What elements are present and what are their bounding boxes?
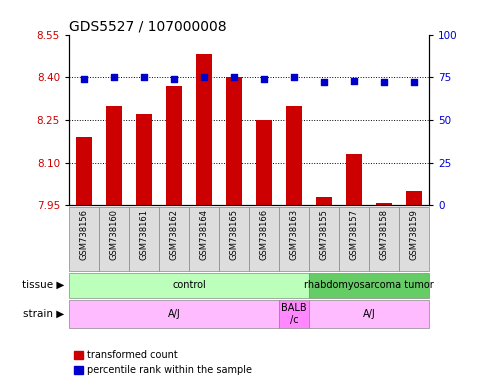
- Text: GSM738161: GSM738161: [140, 209, 148, 260]
- Bar: [406, 191, 422, 205]
- Legend: transformed count, percentile rank within the sample: transformed count, percentile rank withi…: [74, 351, 251, 375]
- Bar: [309, 207, 339, 271]
- Bar: [99, 207, 129, 271]
- Bar: [316, 197, 332, 205]
- Text: A/J: A/J: [168, 309, 180, 319]
- Text: GSM738165: GSM738165: [229, 209, 239, 260]
- Text: GSM738166: GSM738166: [259, 209, 269, 260]
- Bar: [69, 300, 279, 328]
- Text: GSM738163: GSM738163: [289, 209, 298, 260]
- Text: GSM738158: GSM738158: [380, 209, 388, 260]
- Bar: [219, 207, 249, 271]
- Text: GSM738156: GSM738156: [79, 209, 89, 260]
- Text: BALB
/c: BALB /c: [281, 303, 307, 325]
- Bar: [166, 86, 182, 205]
- Bar: [279, 207, 309, 271]
- Point: [410, 79, 418, 86]
- Bar: [369, 207, 399, 271]
- Text: A/J: A/J: [362, 309, 375, 319]
- Text: tissue ▶: tissue ▶: [22, 280, 64, 290]
- Bar: [339, 207, 369, 271]
- Bar: [159, 207, 189, 271]
- Point: [80, 76, 88, 82]
- Bar: [136, 114, 152, 205]
- Bar: [226, 77, 242, 205]
- Bar: [286, 106, 302, 205]
- Text: control: control: [172, 280, 206, 290]
- Bar: [309, 273, 429, 298]
- Point: [170, 76, 178, 82]
- Bar: [256, 120, 272, 205]
- Point: [350, 78, 358, 84]
- Bar: [106, 106, 122, 205]
- Text: GSM738160: GSM738160: [109, 209, 118, 260]
- Text: GSM738164: GSM738164: [200, 209, 209, 260]
- Text: strain ▶: strain ▶: [23, 309, 64, 319]
- Text: GDS5527 / 107000008: GDS5527 / 107000008: [69, 20, 227, 33]
- Point: [320, 79, 328, 86]
- Text: GSM738159: GSM738159: [409, 209, 419, 260]
- Bar: [69, 207, 99, 271]
- Point: [140, 74, 148, 80]
- Text: rhabdomyosarcoma tumor: rhabdomyosarcoma tumor: [304, 280, 434, 290]
- Bar: [279, 300, 309, 328]
- Bar: [196, 55, 212, 205]
- Bar: [76, 137, 92, 205]
- Text: GSM738162: GSM738162: [170, 209, 178, 260]
- Point: [110, 74, 118, 80]
- Bar: [399, 207, 429, 271]
- Point: [200, 74, 208, 80]
- Text: GSM738157: GSM738157: [350, 209, 358, 260]
- Bar: [376, 203, 392, 205]
- Bar: [346, 154, 362, 205]
- Text: GSM738155: GSM738155: [319, 209, 328, 260]
- Point: [230, 74, 238, 80]
- Bar: [309, 300, 429, 328]
- Point: [260, 76, 268, 82]
- Bar: [69, 273, 309, 298]
- Bar: [189, 207, 219, 271]
- Bar: [249, 207, 279, 271]
- Point: [290, 74, 298, 80]
- Point: [380, 79, 388, 86]
- Bar: [129, 207, 159, 271]
